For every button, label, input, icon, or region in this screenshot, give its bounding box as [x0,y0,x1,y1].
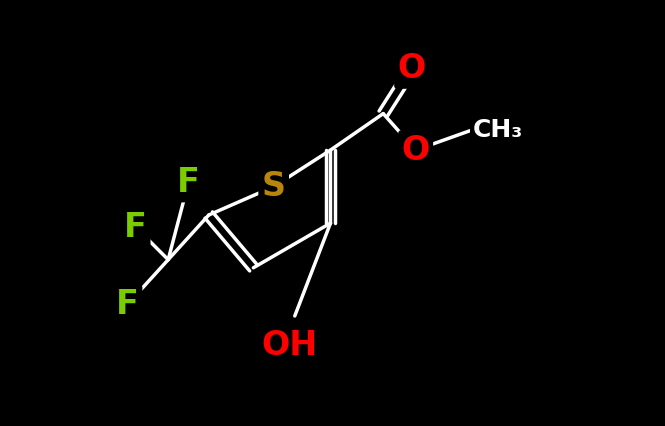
Text: OH: OH [262,328,318,362]
Text: CH₃: CH₃ [472,118,523,142]
Text: F: F [116,288,139,321]
Text: S: S [261,170,286,203]
Text: O: O [398,52,426,86]
Text: F: F [124,211,147,244]
Text: O: O [402,134,430,167]
Text: F: F [177,166,200,199]
